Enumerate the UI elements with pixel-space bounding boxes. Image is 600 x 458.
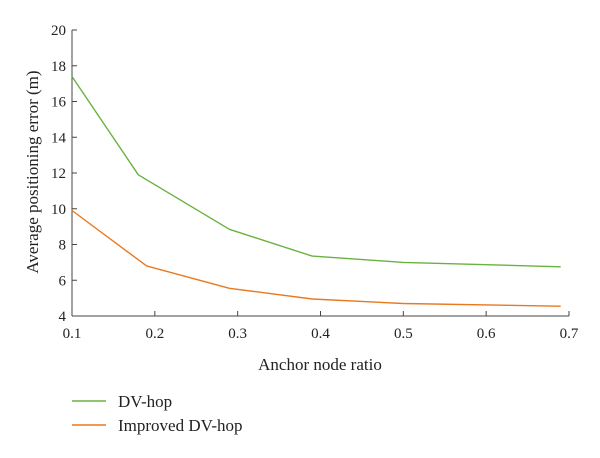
axes bbox=[71, 30, 569, 317]
y-tick-label: 10 bbox=[51, 202, 66, 218]
y-tick-label: 20 bbox=[51, 23, 66, 39]
y-tick-label: 16 bbox=[51, 95, 67, 111]
x-tick-label: 0.4 bbox=[311, 326, 330, 342]
x-tick-label: 0.5 bbox=[394, 326, 413, 342]
series-line-1 bbox=[71, 209, 561, 307]
y-axis-ticks: 4 6 8 10 12 14 16 18 20 bbox=[51, 23, 77, 325]
y-axis-title: Average positioning error (m) bbox=[23, 70, 42, 273]
x-tick-label: 0.2 bbox=[145, 326, 164, 342]
legend: DV-hop Improved DV-hop bbox=[72, 392, 243, 435]
y-tick-label: 8 bbox=[59, 238, 67, 254]
series-line-0 bbox=[71, 76, 561, 268]
y-tick-label: 6 bbox=[59, 273, 67, 289]
legend-label-1: Improved DV-hop bbox=[118, 416, 243, 435]
legend-label-0: DV-hop bbox=[118, 392, 172, 411]
y-tick-label: 18 bbox=[51, 59, 66, 75]
y-tick-label: 12 bbox=[51, 166, 66, 182]
x-tick-label: 0.1 bbox=[63, 326, 82, 342]
series-lines bbox=[71, 76, 561, 307]
y-tick-label: 14 bbox=[51, 130, 67, 146]
x-axis-title: Anchor node ratio bbox=[258, 355, 382, 374]
x-tick-label: 0.6 bbox=[477, 326, 496, 342]
x-axis-ticks: 0.1 0.2 0.3 0.4 0.5 0.6 0.7 bbox=[63, 311, 579, 342]
x-tick-label: 0.3 bbox=[228, 326, 247, 342]
y-tick-label: 4 bbox=[59, 309, 67, 325]
x-tick-label: 0.7 bbox=[560, 326, 579, 342]
